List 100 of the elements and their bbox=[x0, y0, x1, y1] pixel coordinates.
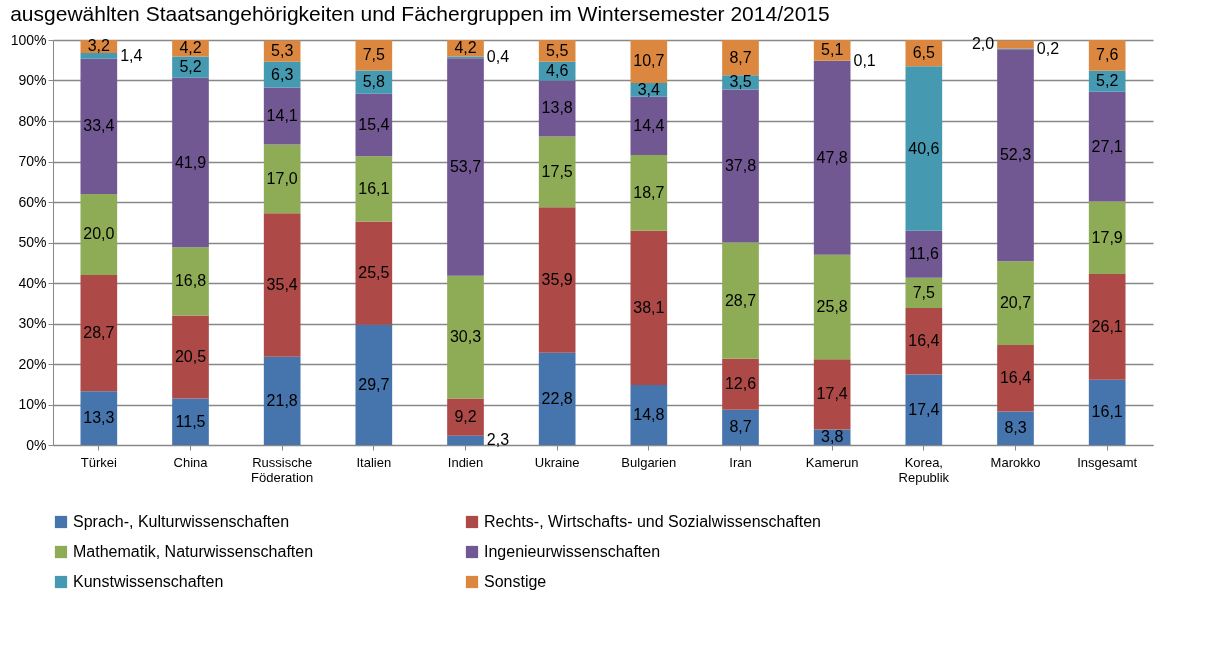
x-tick-label: Russische Föderation bbox=[251, 454, 314, 485]
data-label: 14,8 bbox=[633, 406, 665, 424]
data-label: 1,4 bbox=[120, 46, 143, 64]
data-label: 41,9 bbox=[174, 153, 207, 171]
data-label: 16,8 bbox=[174, 272, 207, 290]
data-label: 25,8 bbox=[816, 297, 848, 315]
data-label: 8,7 bbox=[729, 48, 752, 66]
data-label: 47,8 bbox=[816, 148, 848, 166]
data-label: 7,5 bbox=[362, 46, 386, 64]
data-label: 13,8 bbox=[541, 99, 573, 117]
y-tick-label: 50% bbox=[18, 234, 47, 250]
data-label: 37,8 bbox=[724, 156, 757, 174]
data-label: 6,3 bbox=[271, 65, 294, 83]
data-label: 38,1 bbox=[633, 298, 665, 316]
x-tick-label: Türkei bbox=[80, 454, 117, 470]
x-tick-label: China bbox=[173, 454, 209, 470]
data-label: 5,2 bbox=[1096, 72, 1119, 90]
data-label: 9,2 bbox=[454, 408, 477, 426]
y-tick-label: 0% bbox=[26, 436, 47, 453]
data-label: 5,3 bbox=[271, 42, 294, 60]
legend-label: Kunstwissenschaften bbox=[73, 573, 224, 590]
y-tick-label: 40% bbox=[18, 274, 47, 291]
y-tick-label: 30% bbox=[18, 315, 47, 331]
data-label: 6,5 bbox=[912, 44, 936, 62]
data-label: 16,1 bbox=[358, 179, 390, 197]
x-tick-label: Ukraine bbox=[534, 454, 580, 470]
data-label: 3,2 bbox=[87, 37, 111, 55]
data-label: 52,3 bbox=[999, 146, 1032, 164]
data-label: 40,6 bbox=[908, 139, 940, 157]
y-tick-label: 20% bbox=[18, 355, 47, 372]
data-label: 3,4 bbox=[637, 80, 661, 98]
data-label: 21,8 bbox=[266, 391, 298, 409]
x-tick-label: Bulgarien bbox=[621, 454, 677, 470]
data-label: 4,2 bbox=[454, 39, 477, 57]
data-label: 17,4 bbox=[816, 385, 848, 403]
data-label: 26,1 bbox=[1091, 317, 1123, 335]
y-tick-label: 80% bbox=[18, 112, 47, 129]
legend-label: Ingenieurwissenschaften bbox=[484, 543, 661, 560]
data-label: 14,1 bbox=[266, 106, 298, 124]
data-label: 16,4 bbox=[908, 332, 940, 350]
data-label: 5,2 bbox=[179, 58, 202, 76]
data-label: 18,7 bbox=[633, 183, 665, 201]
x-tick-label: Italien bbox=[356, 454, 392, 470]
data-label: 2,3 bbox=[486, 431, 510, 449]
legend-label: Mathematik, Naturwissenschaften bbox=[73, 543, 314, 560]
data-label: 35,4 bbox=[266, 276, 298, 294]
data-label: 15,4 bbox=[358, 116, 390, 134]
data-label: 12,6 bbox=[724, 375, 757, 393]
x-tick-label: Korea, Republik bbox=[898, 454, 950, 485]
x-tick-label: Indien bbox=[447, 454, 484, 470]
legend-label: Sonstige bbox=[484, 573, 547, 590]
data-label: 8,7 bbox=[729, 418, 752, 436]
y-tick-label: 70% bbox=[18, 153, 47, 169]
data-label: 3,8 bbox=[821, 428, 844, 446]
data-label: 17,9 bbox=[1091, 228, 1123, 246]
y-tick-label: 100% bbox=[10, 31, 47, 48]
y-tick-label: 10% bbox=[18, 396, 47, 412]
data-label: 7,5 bbox=[912, 283, 936, 301]
data-label: 5,8 bbox=[362, 73, 386, 91]
data-label: 20,5 bbox=[174, 347, 207, 365]
chart-title: ausgewählten Staatsangehörigkeiten und Fächergruppen im Wintersemester 2014/2015 bbox=[10, 2, 830, 25]
legend-label: Rechts-, Wirtschafts- und Sozialwissenschaften bbox=[484, 513, 822, 530]
data-label: 27,1 bbox=[1091, 137, 1123, 155]
data-label: 5,5 bbox=[546, 41, 569, 59]
legend-label: Sprach-, Kulturwissenschaften bbox=[73, 513, 290, 530]
data-label: 17,5 bbox=[541, 162, 573, 180]
data-label: 14,4 bbox=[633, 116, 665, 134]
data-label: 20,0 bbox=[83, 225, 115, 243]
data-label: 0,2 bbox=[1036, 39, 1060, 57]
data-label: 13,3 bbox=[83, 409, 115, 427]
data-label: 22,8 bbox=[541, 389, 573, 407]
data-label: 3,5 bbox=[729, 73, 752, 91]
y-tick-label: 60% bbox=[18, 193, 47, 210]
data-label: 5,1 bbox=[821, 41, 844, 59]
y-tick-label: 90% bbox=[18, 72, 47, 88]
data-label: 8,3 bbox=[1004, 419, 1027, 437]
x-tick-label: Insgesamt bbox=[1077, 454, 1138, 470]
data-label: 28,7 bbox=[83, 324, 115, 342]
data-label: 17,4 bbox=[908, 400, 940, 418]
data-label: 17,0 bbox=[266, 169, 298, 187]
data-label: 0,4 bbox=[486, 48, 510, 66]
x-tick-label: Marokko bbox=[990, 454, 1041, 470]
data-label: 20,7 bbox=[999, 294, 1032, 312]
data-label: 0,1 bbox=[853, 51, 876, 69]
data-label: 35,9 bbox=[541, 270, 573, 288]
data-label: 2,0 bbox=[971, 35, 995, 53]
data-label: 25,5 bbox=[358, 264, 390, 282]
data-label: 53,7 bbox=[449, 157, 482, 175]
data-label: 16,1 bbox=[1091, 403, 1123, 421]
data-label: 7,6 bbox=[1096, 46, 1119, 64]
data-label: 16,4 bbox=[999, 369, 1032, 387]
data-label: 11,6 bbox=[908, 245, 939, 263]
data-label: 10,7 bbox=[633, 52, 665, 70]
data-label: 33,4 bbox=[83, 117, 115, 135]
data-label: 11,5 bbox=[175, 412, 206, 430]
x-tick-label: Iran bbox=[729, 454, 752, 470]
data-label: 28,7 bbox=[724, 291, 757, 309]
data-label: 4,2 bbox=[179, 39, 202, 57]
data-label: 30,3 bbox=[449, 328, 482, 346]
data-label: 4,6 bbox=[546, 62, 569, 80]
